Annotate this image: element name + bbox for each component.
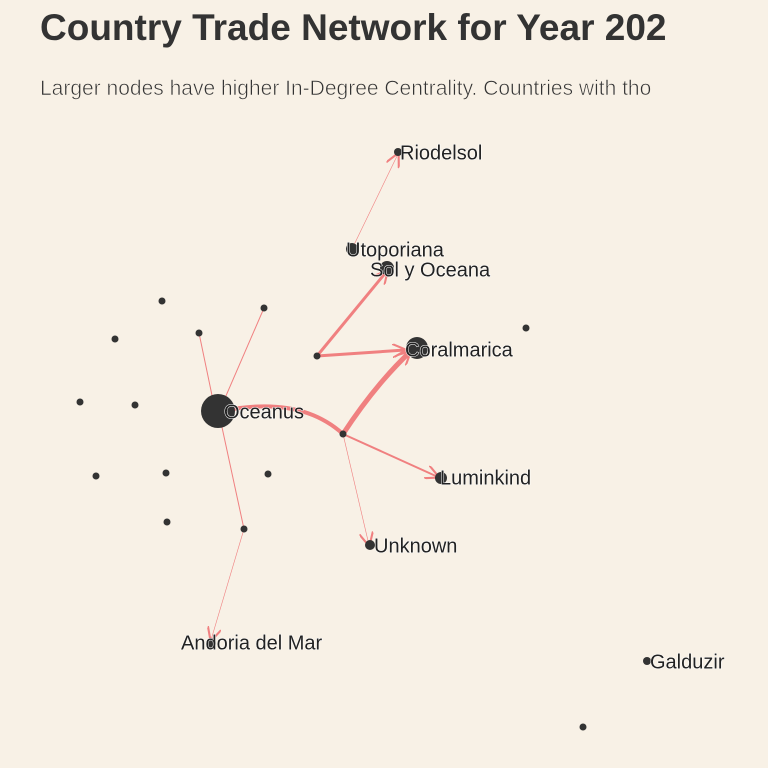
node [195, 329, 203, 337]
node [92, 472, 100, 480]
edge [340, 352, 410, 436]
node [365, 540, 375, 550]
edge [315, 271, 387, 357]
edge [219, 417, 245, 530]
labels: Riodelsol Utoporiana Sol y Oceana Coralm… [181, 142, 726, 674]
node [76, 398, 84, 406]
node [346, 243, 358, 255]
node [131, 401, 139, 409]
edge [198, 332, 215, 406]
nodes [76, 148, 651, 731]
node [313, 352, 321, 360]
edges [198, 154, 438, 640]
edge [342, 433, 369, 545]
node [201, 394, 235, 428]
node [435, 472, 447, 484]
node [240, 525, 248, 533]
edge [221, 404, 345, 436]
node [260, 304, 268, 312]
edge [211, 528, 245, 640]
node-label: Utoporiana [346, 239, 445, 261]
title: Country Trade Network for Year 202 [40, 7, 667, 48]
edge [316, 350, 405, 356]
node [163, 518, 171, 526]
node [339, 430, 347, 438]
subtitle: Larger nodes have higher In-Degree Centr… [40, 77, 651, 100]
node-label: Riodelsol [400, 142, 482, 164]
node-label: Galduzir [650, 651, 725, 673]
node [643, 657, 651, 665]
node [162, 469, 170, 477]
node [264, 470, 272, 478]
node-label: Oceanus [224, 401, 304, 423]
node [158, 297, 166, 305]
node [206, 638, 216, 648]
edge [351, 154, 398, 250]
node [579, 723, 587, 731]
node [406, 337, 428, 359]
node-label: Coralmarica [405, 339, 514, 361]
node-label: Unknown [374, 535, 457, 557]
node [394, 148, 402, 156]
node-label: Sol y Oceana [370, 259, 491, 281]
edge [221, 307, 265, 406]
node-label: Luminkind [440, 467, 531, 489]
edge [342, 433, 438, 477]
node [111, 335, 119, 343]
node [522, 324, 530, 332]
node-label: Andoria del Mar [181, 632, 323, 654]
node [380, 261, 394, 275]
